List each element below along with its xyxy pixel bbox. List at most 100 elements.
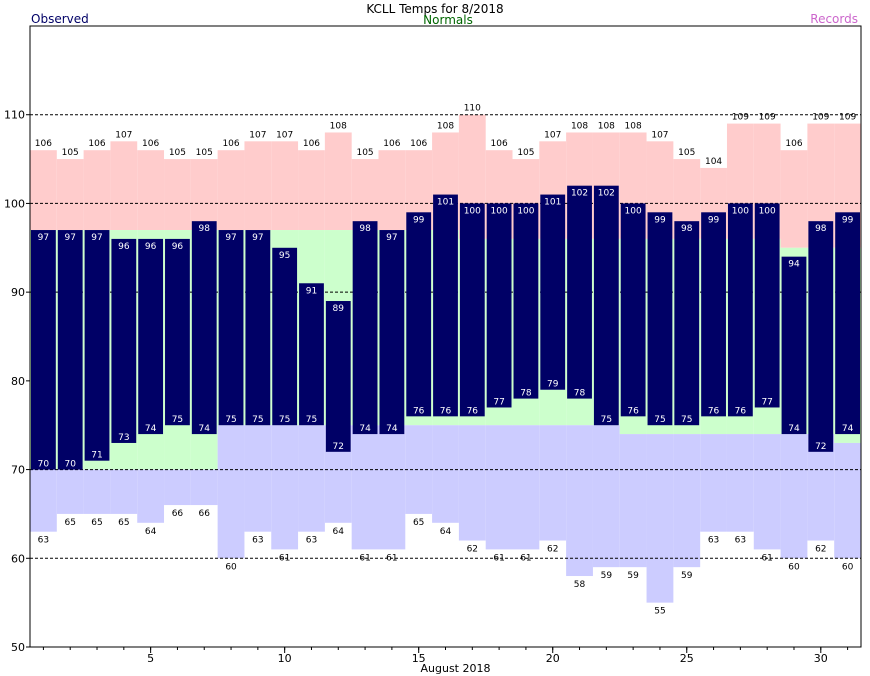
- observed-low-label: 74: [359, 424, 371, 434]
- record-high-label: 108: [625, 121, 642, 131]
- observed-bar: [727, 203, 753, 417]
- observed-low-label: 74: [788, 424, 800, 434]
- record-high-label: 105: [62, 148, 79, 158]
- observed-low-label: 76: [735, 406, 747, 416]
- observed-high-label: 97: [64, 233, 75, 243]
- observed-high-label: 97: [91, 233, 102, 243]
- record-high-band: [56, 159, 84, 231]
- observed-low-label: 78: [520, 389, 532, 399]
- observed-low-label: 72: [815, 442, 826, 452]
- observed-bar: [567, 185, 592, 399]
- record-low-band: [405, 425, 433, 514]
- record-high-label: 105: [678, 148, 695, 158]
- observed-bar: [540, 194, 566, 390]
- legend-observed: Observed: [31, 12, 89, 26]
- observed-low-label: 76: [413, 406, 425, 416]
- observed-bar: [165, 238, 190, 426]
- record-low-label: 64: [333, 527, 345, 537]
- record-high-label: 108: [598, 121, 615, 131]
- observed-high-label: 98: [199, 224, 211, 234]
- record-low-band: [673, 434, 701, 568]
- record-low-band: [592, 425, 620, 568]
- observed-low-label: 70: [38, 460, 50, 470]
- record-low-label: 65: [413, 518, 424, 528]
- record-low-band: [834, 442, 861, 559]
- record-low-label: 66: [172, 509, 184, 519]
- observed-low-label: 76: [440, 406, 452, 416]
- observed-low-label: 74: [199, 424, 211, 434]
- record-low-label: 60: [788, 562, 800, 572]
- observed-low-label: 75: [279, 415, 290, 425]
- observed-low-label: 75: [252, 415, 263, 425]
- record-high-label: 107: [249, 130, 266, 140]
- record-high-label: 108: [330, 121, 347, 131]
- record-low-band: [271, 425, 299, 550]
- record-low-label: 63: [306, 536, 317, 546]
- record-low-label: 63: [252, 536, 263, 546]
- record-high-band: [83, 150, 111, 231]
- observed-bar: [459, 203, 485, 417]
- record-low-label: 66: [199, 509, 211, 519]
- axes: 50 60 70 80 90 100 110 5 10 15 20 25 30 August 2018: [4, 25, 862, 675]
- observed-low-label: 75: [306, 415, 317, 425]
- observed-high-label: 101: [544, 198, 561, 208]
- record-low-label: 60: [842, 562, 854, 572]
- observed-bar: [272, 247, 298, 426]
- record-high-label: 105: [356, 148, 373, 158]
- observed-bar: [486, 203, 512, 408]
- record-low-band: [512, 425, 540, 550]
- value-labels: 106 97 70 63 105 97 70 65 106 97 71 65 107 96 73 65 106 9…: [35, 104, 857, 617]
- observed-high-label: 98: [815, 224, 827, 234]
- x-tick-label: 10: [278, 652, 292, 665]
- observed-high-label: 102: [598, 189, 615, 199]
- observed-high-label: 96: [172, 242, 184, 252]
- y-tick-label: 80: [11, 375, 25, 388]
- observed-bar: [84, 230, 110, 461]
- observed-bar: [325, 301, 351, 452]
- record-high-band: [378, 150, 406, 231]
- observed-low-label: 77: [493, 397, 504, 407]
- record-low-band: [780, 434, 808, 559]
- record-high-label: 105: [517, 148, 534, 158]
- record-low-label: 61: [520, 553, 531, 563]
- observed-high-label: 97: [38, 233, 49, 243]
- observed-low-label: 76: [467, 406, 479, 416]
- record-high-band: [190, 159, 218, 231]
- observed-high-label: 101: [437, 198, 454, 208]
- record-low-label: 64: [145, 527, 157, 537]
- observed-bar: [513, 203, 539, 399]
- record-high-band: [780, 150, 808, 248]
- record-high-band: [217, 150, 245, 231]
- record-low-label: 65: [118, 518, 129, 528]
- observed-bar: [245, 230, 271, 426]
- record-low-band: [190, 469, 218, 506]
- observed-low-label: 75: [172, 415, 183, 425]
- record-high-band: [244, 141, 272, 231]
- record-high-label: 109: [812, 113, 829, 123]
- record-low-band: [726, 434, 754, 532]
- observed-low-label: 74: [145, 424, 157, 434]
- observed-high-label: 100: [625, 206, 642, 216]
- observed-bar: [647, 212, 673, 426]
- record-low-band: [485, 425, 513, 550]
- observed-bar: [191, 221, 217, 435]
- record-high-band: [351, 159, 379, 231]
- x-tick-label: 5: [147, 652, 154, 665]
- x-tick-label: 15: [412, 652, 426, 665]
- observed-bar: [31, 230, 56, 470]
- observed-low-label: 74: [386, 424, 398, 434]
- observed-bar: [57, 230, 83, 470]
- record-low-band: [378, 425, 406, 550]
- record-low-label: 63: [735, 536, 746, 546]
- legend-normals: Normals: [423, 13, 473, 27]
- x-tick-label: 30: [814, 652, 828, 665]
- observed-bar: [754, 203, 780, 408]
- observed-bar: [433, 194, 458, 417]
- record-high-band: [324, 132, 352, 231]
- record-high-label: 110: [464, 104, 481, 114]
- observed-high-label: 102: [571, 189, 588, 199]
- y-tick-label: 70: [11, 464, 25, 477]
- record-low-band: [217, 425, 245, 559]
- record-high-band: [30, 150, 57, 231]
